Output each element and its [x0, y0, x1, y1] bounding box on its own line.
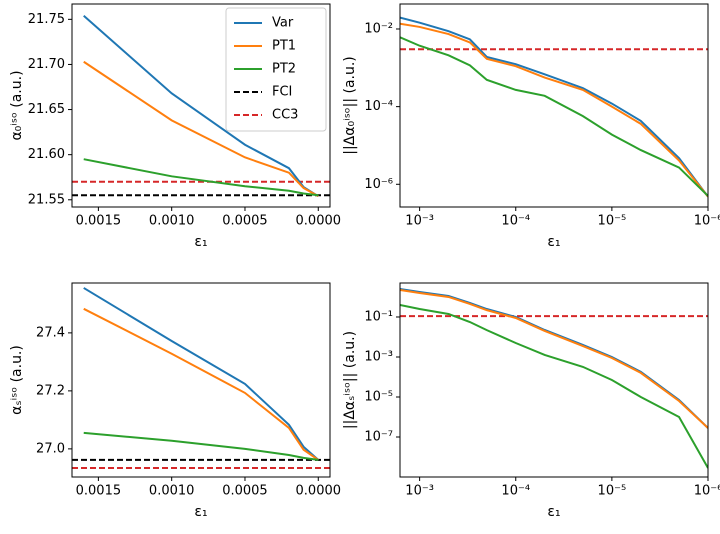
legend-label: PT1 — [272, 39, 296, 54]
x-tick-label: 0.0005 — [222, 484, 268, 499]
x-axis-label: ε₁ — [194, 504, 207, 520]
y-tick-label: 10⁻⁶ — [364, 177, 393, 192]
y-tick-label: 21.55 — [28, 192, 65, 207]
x-axis-label: ε₁ — [547, 234, 560, 250]
axes-frame — [71, 3, 331, 208]
y-tick-label: 10⁻¹ — [364, 309, 393, 324]
y-tick-label: 21.70 — [28, 57, 65, 72]
x-tick-label: 0.0000 — [296, 214, 342, 229]
y-tick-label: 21.60 — [28, 147, 65, 162]
y-axis-label: α₀ⁱˢᵒ (a.u.) — [9, 70, 25, 140]
y-tick-label: 21.75 — [28, 12, 65, 27]
x-tick-label: 10⁻³ — [405, 484, 434, 499]
y-tick-label: 10⁻² — [364, 21, 393, 36]
series-line — [83, 431, 319, 461]
series-line — [400, 288, 708, 429]
x-tick-label: 0.0010 — [149, 214, 195, 229]
legend-box — [225, 7, 327, 132]
y-tick-label: 27.4 — [36, 325, 65, 340]
x-tick-label: 10⁻⁵ — [598, 214, 627, 229]
y-axis-label: ||Δα₀ⁱˢᵒ|| (a.u.) — [342, 56, 358, 155]
x-tick-label: 0.0010 — [149, 484, 195, 499]
y-tick-label: 10⁻⁵ — [364, 389, 393, 404]
x-axis-label: ε₁ — [547, 504, 560, 520]
series-line — [83, 158, 319, 197]
x-tick-label: 10⁻⁵ — [598, 484, 627, 499]
series-line — [400, 22, 708, 198]
x-tick-label: 10⁻⁶ — [694, 484, 720, 499]
y-tick-label: 27.0 — [36, 441, 65, 456]
y-tick-label: 21.65 — [28, 102, 65, 117]
series-line — [83, 307, 319, 461]
series-line — [400, 304, 708, 469]
plot-area — [72, 14, 330, 198]
plot-area — [400, 287, 708, 469]
y-axis-label: αₛⁱˢᵒ (a.u.) — [9, 345, 25, 415]
x-axis-label: ε₁ — [194, 234, 207, 250]
x-tick-label: 0.0005 — [222, 214, 268, 229]
x-tick-label: 0.0000 — [296, 484, 342, 499]
x-tick-label: 10⁻⁴ — [501, 484, 530, 499]
x-tick-label: 0.0015 — [76, 214, 122, 229]
series-line — [83, 287, 319, 461]
x-tick-label: 10⁻³ — [405, 214, 434, 229]
legend-label: CC3 — [272, 108, 298, 123]
axes-frame — [399, 3, 709, 208]
x-tick-label: 10⁻⁶ — [694, 214, 720, 229]
series-line — [400, 16, 708, 198]
y-tick-label: 10⁻⁷ — [364, 429, 393, 444]
plot-area — [72, 287, 330, 470]
y-tick-label: 10⁻⁴ — [364, 99, 393, 114]
legend-label: FCI — [272, 85, 292, 100]
series-line — [83, 60, 319, 198]
y-tick-label: 10⁻³ — [364, 349, 393, 364]
x-tick-label: 10⁻⁴ — [501, 214, 530, 229]
legend-label: Var — [272, 16, 294, 31]
series-line — [400, 36, 708, 197]
legend-label: PT2 — [272, 62, 296, 77]
plot-area — [400, 16, 708, 198]
x-tick-label: 0.0015 — [76, 484, 122, 499]
axes-frame — [71, 282, 331, 478]
axes-frame — [399, 282, 709, 478]
y-tick-label: 27.2 — [36, 383, 65, 398]
y-axis-label: ||Δαₛⁱˢᵒ|| (a.u.) — [342, 331, 358, 429]
